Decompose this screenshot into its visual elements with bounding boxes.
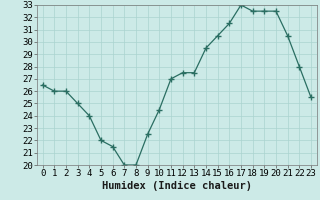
X-axis label: Humidex (Indice chaleur): Humidex (Indice chaleur) [102, 181, 252, 191]
